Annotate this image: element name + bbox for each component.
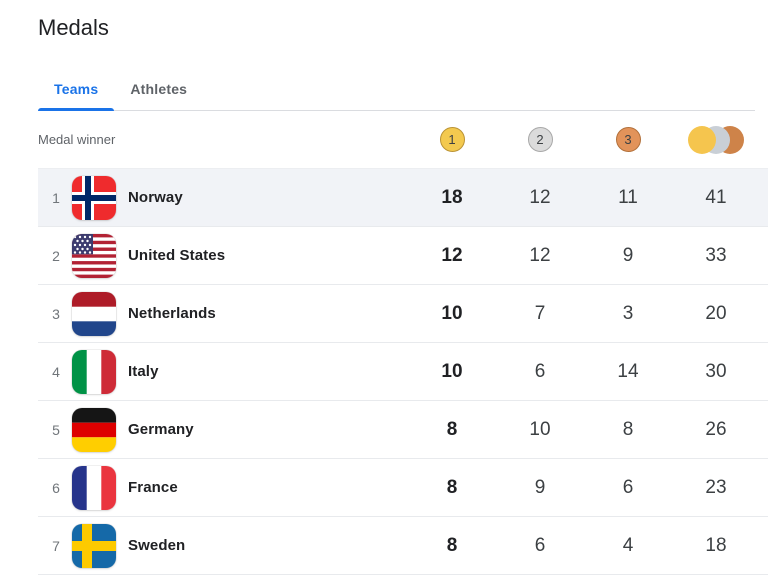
total-column-header — [672, 125, 760, 154]
country-name: Germany — [128, 421, 194, 438]
rank-number: 5 — [52, 421, 60, 438]
page-title: Medals — [38, 15, 109, 40]
flag-united-states-icon — [72, 233, 116, 278]
total-count: 26 — [705, 418, 727, 440]
bronze-medal-icon: 3 — [615, 127, 641, 152]
country-name: France — [128, 479, 178, 496]
silver-count: 6 — [534, 360, 546, 382]
table-header: Medal winner 1 2 3 — [38, 111, 768, 169]
total-medals-icon — [688, 125, 744, 154]
table-row-united-states[interactable]: 2 United States 12 12 9 33 — [38, 227, 768, 285]
bronze-count: 6 — [622, 476, 634, 498]
rank-number: 1 — [52, 189, 60, 206]
country-name: Italy — [128, 363, 159, 380]
flag-sweden-icon — [72, 523, 116, 568]
medal-winner-label: Medal winner — [38, 132, 116, 147]
country-name: Sweden — [128, 537, 186, 554]
silver-count: 12 — [529, 186, 551, 208]
rank-number: 2 — [52, 247, 60, 264]
country-name: Netherlands — [128, 305, 216, 322]
silver-count: 7 — [534, 302, 546, 324]
flag-norway-icon — [72, 175, 116, 220]
medals-table: Medal winner 1 2 3 1 Norway 18 12 11 41 … — [38, 111, 768, 575]
table-row-germany[interactable]: 5 Germany 8 10 8 26 — [38, 401, 768, 459]
table-row-netherlands[interactable]: 3 Netherlands 10 7 3 20 — [38, 285, 768, 343]
bronze-count: 3 — [622, 302, 634, 324]
gold-count: 12 — [441, 244, 463, 266]
table-row-sweden[interactable]: 7 Sweden 8 6 4 18 — [38, 517, 768, 575]
table-row-norway[interactable]: 1 Norway 18 12 11 41 — [38, 169, 768, 227]
rank-number: 7 — [52, 537, 60, 554]
gold-column-header: 1 — [408, 127, 496, 152]
table-row-france[interactable]: 6 France 8 9 6 23 — [38, 459, 768, 517]
total-count: 30 — [705, 360, 727, 382]
tab-bar: Teams Athletes — [38, 71, 755, 111]
total-count: 23 — [705, 476, 727, 498]
silver-count: 6 — [534, 534, 546, 556]
bronze-count: 14 — [617, 360, 639, 382]
flag-netherlands-icon — [72, 291, 116, 336]
table-body: 1 Norway 18 12 11 41 2 United States 12 … — [38, 169, 768, 575]
gold-medal-icon: 1 — [439, 127, 465, 152]
total-count: 33 — [705, 244, 727, 266]
silver-count: 10 — [529, 418, 551, 440]
table-row-italy[interactable]: 4 Italy 10 6 14 30 — [38, 343, 768, 401]
gold-count: 8 — [446, 476, 458, 498]
tab-athletes[interactable]: Athletes — [130, 81, 188, 97]
flag-italy-icon — [72, 349, 116, 394]
silver-medal-icon: 2 — [527, 127, 553, 152]
silver-column-header: 2 — [496, 127, 584, 152]
bronze-count: 4 — [622, 534, 634, 556]
bronze-count: 11 — [618, 186, 638, 208]
bronze-count: 9 — [622, 244, 634, 266]
total-count: 18 — [705, 534, 727, 556]
silver-count: 12 — [529, 244, 551, 266]
bronze-column-header: 3 — [584, 127, 672, 152]
flag-germany-icon — [72, 407, 116, 452]
silver-count: 9 — [534, 476, 546, 498]
total-count: 20 — [705, 302, 727, 324]
rank-number: 4 — [52, 363, 60, 380]
gold-count: 8 — [446, 534, 458, 556]
total-count: 41 — [705, 186, 727, 208]
bronze-count: 8 — [622, 418, 634, 440]
rank-number: 6 — [52, 479, 60, 496]
country-name: United States — [128, 247, 226, 264]
tab-teams[interactable]: Teams — [38, 71, 115, 111]
gold-count: 18 — [441, 186, 463, 208]
gold-count: 10 — [441, 302, 463, 324]
flag-france-icon — [72, 465, 116, 510]
country-name: Norway — [128, 189, 183, 206]
gold-count: 8 — [446, 418, 458, 440]
gold-count: 10 — [441, 360, 463, 382]
rank-number: 3 — [52, 305, 60, 322]
